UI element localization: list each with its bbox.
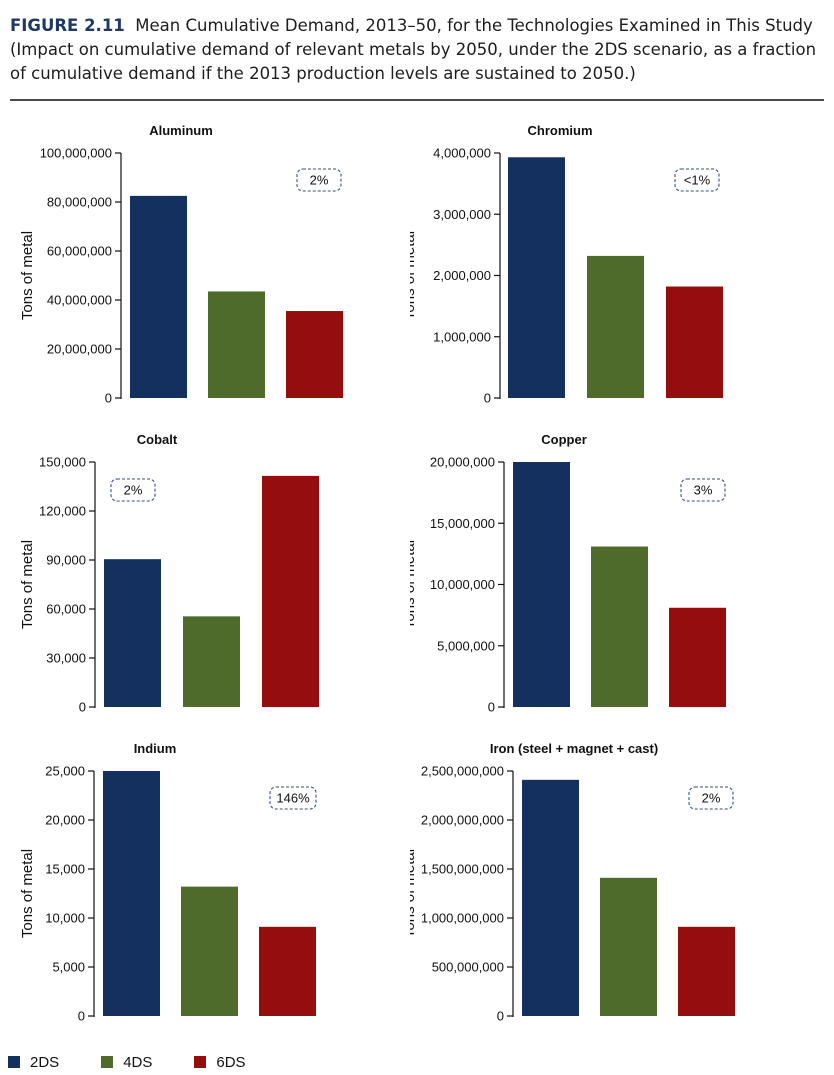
y-tick-label-copper: 20,000,000	[430, 455, 495, 470]
y-tick-label-aluminum: 20,000,000	[47, 342, 112, 357]
bar-iron-steel-magnet-cast-2ds	[522, 779, 579, 1016]
chart-title-copper: Copper	[541, 432, 587, 447]
annotation-badge-cobalt	[110, 478, 156, 502]
bar-cobalt-2ds	[104, 559, 161, 707]
bar-copper-6ds	[669, 607, 726, 707]
y-tick-label-aluminum: 60,000,000	[47, 244, 112, 259]
bar-chromium-2ds	[508, 157, 565, 398]
y-axis-label-cobalt: Tons of metal	[19, 540, 36, 629]
bar-copper-4ds	[591, 546, 648, 707]
y-tick-label-iron-steel-magnet-cast: 2,500,000,000	[421, 764, 504, 779]
bar-copper-2ds	[513, 462, 570, 707]
annotation-badge-aluminum	[296, 168, 342, 192]
annotation-text-chromium: <1%	[684, 173, 711, 188]
y-tick-label-indium: 20,000	[45, 813, 85, 828]
annotation-text-aluminum: 2%	[310, 173, 329, 188]
legend-item-4ds: 4DS	[101, 1054, 152, 1071]
annotation-badge-copper	[680, 478, 726, 502]
y-tick-label-aluminum: 80,000,000	[47, 195, 112, 210]
bar-cobalt-6ds	[262, 475, 319, 707]
y-tick-label-aluminum: 40,000,000	[47, 293, 112, 308]
bar-iron-steel-magnet-cast-6ds	[678, 926, 735, 1016]
y-tick-label-chromium: 0	[484, 391, 491, 406]
y-tick-label-aluminum: 100,000,000	[40, 146, 112, 161]
y-tick-label-copper: 5,000,000	[437, 638, 495, 653]
y-tick-label-cobalt: 60,000	[46, 602, 86, 617]
legend-label-4ds: 4DS	[123, 1053, 153, 1071]
y-tick-label-cobalt: 30,000	[46, 651, 86, 666]
y-tick-label-indium: 10,000	[45, 911, 85, 926]
y-tick-label-cobalt: 90,000	[46, 553, 86, 568]
y-axis-label-iron-steel-magnet-cast: Tons of metal	[410, 849, 418, 938]
y-tick-label-aluminum: 0	[105, 391, 112, 406]
annotation-text-cobalt: 2%	[124, 483, 143, 498]
y-tick-label-iron-steel-magnet-cast: 1,000,000,000	[421, 911, 504, 926]
legend-item-6ds: 6DS	[194, 1053, 246, 1071]
y-axis-label-copper: Tons of metal	[410, 540, 418, 629]
chart-title-cobalt: Cobalt	[137, 432, 178, 447]
y-tick-label-chromium: 3,000,000	[433, 207, 491, 222]
y-tick-label-copper: 15,000,000	[430, 516, 495, 531]
legend-label-6ds: 6DS	[216, 1053, 246, 1071]
annotation-text-iron-steel-magnet-cast: 2%	[702, 791, 721, 806]
chart-chromium: Chromium Tons of metal 0 1,000,000 2,000,000…	[410, 123, 723, 406]
y-tick-label-copper: 0	[488, 700, 495, 715]
bar-cobalt-4ds	[183, 616, 240, 707]
y-tick-label-iron-steel-magnet-cast: 500,000,000	[432, 960, 504, 975]
chart-title-iron-steel-magnet-cast: Iron (steel + magnet + cast)	[490, 741, 658, 756]
bar-aluminum-2ds	[130, 195, 187, 398]
y-tick-label-indium: 5,000	[52, 960, 85, 975]
bar-indium-6ds	[259, 926, 316, 1016]
y-axis-label-chromium: Tons of metal	[410, 231, 418, 320]
y-tick-label-iron-steel-magnet-cast: 1,500,000,000	[421, 862, 504, 877]
y-tick-label-indium: 15,000	[45, 862, 85, 877]
y-tick-label-indium: 0	[78, 1009, 85, 1024]
legend-label-2ds: 2DS	[30, 1053, 60, 1071]
y-tick-label-iron-steel-magnet-cast: 0	[497, 1009, 504, 1024]
bar-indium-2ds	[103, 771, 160, 1016]
chart-copper: Copper Tons of metal 0 5,000,000 10,000,000 1…	[410, 432, 726, 715]
y-tick-label-chromium: 4,000,000	[433, 146, 491, 161]
annotation-badge-chromium	[674, 168, 720, 192]
bar-chromium-4ds	[587, 255, 644, 398]
y-tick-label-iron-steel-magnet-cast: 2,000,000,000	[421, 813, 504, 828]
bar-aluminum-4ds	[208, 291, 265, 398]
figure-title: Mean Cumulative Demand, 2013–50, for the…	[135, 16, 813, 35]
y-axis-label-aluminum: Tons of metal	[19, 231, 36, 320]
figure-subtitle: (Impact on cumulative demand of relevant…	[10, 40, 817, 83]
bar-chromium-6ds	[666, 286, 723, 398]
y-tick-label-cobalt: 0	[79, 700, 86, 715]
legend-swatch-6ds	[194, 1056, 207, 1068]
chart-title-indium: Indium	[134, 741, 177, 756]
y-tick-label-cobalt: 150,000	[39, 455, 86, 470]
chart-title-chromium: Chromium	[528, 123, 593, 138]
bar-indium-4ds	[181, 886, 238, 1016]
legend-swatch-4ds	[101, 1056, 114, 1068]
y-tick-label-copper: 10,000,000	[430, 577, 495, 592]
annotation-badge-iron-steel-magnet-cast	[688, 786, 734, 810]
annotation-text-copper: 3%	[694, 483, 713, 498]
y-tick-label-cobalt: 120,000	[39, 504, 86, 519]
figure-label: FIGURE 2.11	[10, 16, 125, 35]
y-axis-label-indium: Tons of metal	[19, 849, 36, 938]
chart-cobalt: Cobalt Tons of metal 0 30,000 60,000 90,000 12…	[19, 432, 319, 715]
bar-iron-steel-magnet-cast-4ds	[600, 877, 657, 1016]
legend-item-2ds: 2DS	[8, 1054, 59, 1071]
chart-indium: Indium Tons of metal 0 5,000 10,000 15,000 20,…	[19, 741, 317, 1024]
chart-title-aluminum: Aluminum	[149, 123, 213, 138]
chart-aluminum: Aluminum Tons of metal 0 20,000,000 40,000,0…	[19, 123, 343, 406]
legend-swatch-2ds	[8, 1056, 20, 1068]
legend: 2DS 4DS 6DS	[8, 1052, 288, 1072]
annotation-text-indium: 146%	[276, 791, 310, 806]
y-tick-label-indium: 25,000	[45, 764, 85, 779]
bar-aluminum-6ds	[286, 311, 343, 398]
header-divider	[10, 99, 824, 101]
y-tick-label-chromium: 2,000,000	[433, 268, 491, 283]
figure-header: FIGURE 2.11 Mean Cumulative Demand, 2013…	[10, 14, 824, 86]
y-tick-label-chromium: 1,000,000	[433, 329, 491, 344]
annotation-badge-indium	[269, 786, 317, 810]
chart-iron-steel-magnet-cast: Iron (steel + magnet + cast) Tons of meta…	[410, 741, 735, 1024]
